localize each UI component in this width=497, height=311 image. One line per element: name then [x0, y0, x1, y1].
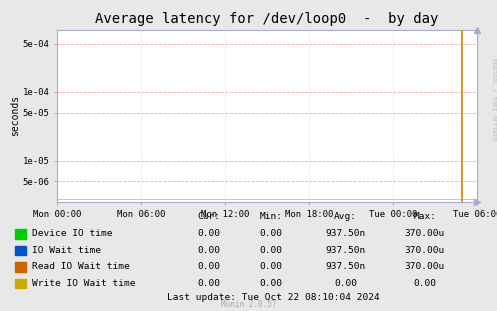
- Text: Cur:: Cur:: [197, 212, 220, 220]
- Text: 0.00: 0.00: [197, 230, 220, 238]
- Text: IO Wait time: IO Wait time: [32, 246, 101, 255]
- Text: Last update: Tue Oct 22 08:10:04 2024: Last update: Tue Oct 22 08:10:04 2024: [167, 294, 380, 302]
- Text: 0.00: 0.00: [334, 279, 357, 288]
- Text: 0.00: 0.00: [197, 262, 220, 271]
- Text: 937.50n: 937.50n: [326, 246, 365, 255]
- Text: 370.00u: 370.00u: [405, 262, 445, 271]
- Text: Avg:: Avg:: [334, 212, 357, 220]
- Text: Munin 2.0.57: Munin 2.0.57: [221, 299, 276, 309]
- Text: 0.00: 0.00: [414, 279, 436, 288]
- Text: Min:: Min:: [259, 212, 282, 220]
- Text: 937.50n: 937.50n: [326, 230, 365, 238]
- Text: 0.00: 0.00: [197, 246, 220, 255]
- Text: Write IO Wait time: Write IO Wait time: [32, 279, 135, 288]
- Text: 370.00u: 370.00u: [405, 246, 445, 255]
- Text: 370.00u: 370.00u: [405, 230, 445, 238]
- Text: Max:: Max:: [414, 212, 436, 220]
- Text: Read IO Wait time: Read IO Wait time: [32, 262, 130, 271]
- Text: 937.50n: 937.50n: [326, 262, 365, 271]
- Text: RRDTOOL / TOBI OETIKER: RRDTOOL / TOBI OETIKER: [491, 58, 496, 141]
- Text: 0.00: 0.00: [259, 279, 282, 288]
- Text: 0.00: 0.00: [259, 262, 282, 271]
- Title: Average latency for /dev/loop0  -  by day: Average latency for /dev/loop0 - by day: [95, 12, 439, 26]
- Text: 0.00: 0.00: [259, 246, 282, 255]
- Text: 0.00: 0.00: [197, 279, 220, 288]
- Text: Device IO time: Device IO time: [32, 230, 112, 238]
- Y-axis label: seconds: seconds: [10, 95, 20, 137]
- Text: 0.00: 0.00: [259, 230, 282, 238]
